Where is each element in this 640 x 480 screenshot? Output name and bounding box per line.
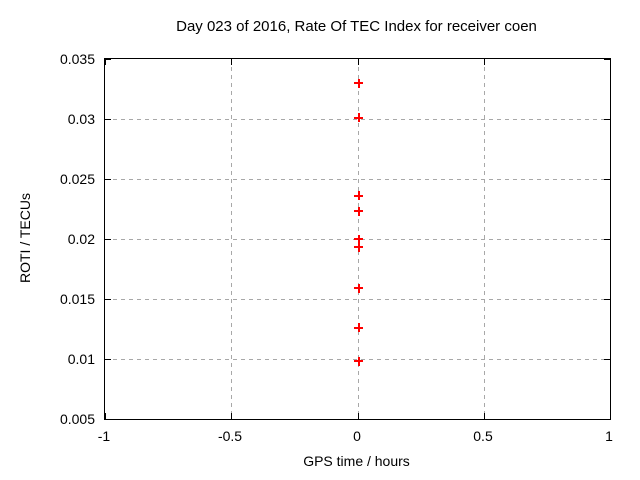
x-tick-mark — [105, 59, 106, 65]
gridline-horizontal — [105, 179, 610, 180]
marker-bar-vertical — [357, 234, 360, 244]
x-tick-label: 0.5 — [473, 428, 493, 444]
x-tick-mark — [484, 59, 485, 65]
y-tick-mark — [604, 119, 610, 120]
x-tick-mark — [484, 413, 485, 419]
y-tick-label: 0.01 — [67, 351, 95, 367]
y-tick-label: 0.02 — [67, 231, 95, 247]
gridline-horizontal — [105, 359, 610, 360]
data-point-marker — [354, 356, 364, 366]
y-tick-mark — [105, 239, 111, 240]
x-tick-label: 1 — [605, 428, 613, 444]
y-tick-mark — [105, 59, 111, 60]
marker-bar-vertical — [357, 283, 360, 293]
plot-area — [104, 58, 611, 420]
x-axis-title: GPS time / hours — [303, 453, 410, 469]
gridline-horizontal — [105, 119, 610, 120]
chart-title: Day 023 of 2016, Rate Of TEC Index for r… — [176, 18, 537, 35]
x-tick-label: -0.5 — [217, 428, 243, 444]
x-tick-mark — [358, 59, 359, 65]
marker-bar-vertical — [357, 323, 360, 333]
data-point-marker — [354, 191, 364, 201]
y-tick-mark — [604, 179, 610, 180]
marker-bar-vertical — [357, 356, 360, 366]
y-tick-mark — [105, 299, 111, 300]
data-point-marker — [354, 113, 364, 123]
x-tick-mark — [610, 413, 611, 419]
y-tick-label: 0.005 — [59, 411, 95, 427]
gridline-horizontal — [105, 299, 610, 300]
marker-bar-vertical — [357, 191, 360, 201]
y-tick-mark — [604, 299, 610, 300]
x-tick-mark — [610, 59, 611, 65]
data-point-marker — [354, 323, 364, 333]
y-tick-mark — [604, 359, 610, 360]
y-tick-mark — [105, 419, 111, 420]
y-tick-mark — [604, 239, 610, 240]
data-point-marker — [354, 242, 364, 252]
data-point-marker — [354, 283, 364, 293]
y-tick-label: 0.025 — [59, 171, 95, 187]
y-tick-mark — [105, 179, 111, 180]
x-tick-mark — [231, 59, 232, 65]
marker-bar-vertical — [357, 242, 360, 252]
data-point-marker — [354, 206, 364, 216]
y-tick-label: 0.015 — [59, 291, 95, 307]
x-tick-label: -1 — [97, 428, 111, 444]
x-tick-mark — [231, 413, 232, 419]
marker-bar-vertical — [357, 78, 360, 88]
x-tick-label: 0 — [353, 428, 361, 444]
y-tick-mark — [105, 359, 111, 360]
marker-bar-vertical — [357, 206, 360, 216]
y-tick-mark — [604, 419, 610, 420]
data-point-marker — [354, 78, 364, 88]
x-tick-mark — [358, 413, 359, 419]
y-tick-label: 0.03 — [67, 111, 95, 127]
y-tick-mark — [105, 119, 111, 120]
y-tick-mark — [604, 59, 610, 60]
y-tick-label: 0.035 — [59, 51, 95, 67]
data-point-marker — [354, 234, 364, 244]
x-tick-mark — [105, 413, 106, 419]
marker-bar-vertical — [357, 113, 360, 123]
